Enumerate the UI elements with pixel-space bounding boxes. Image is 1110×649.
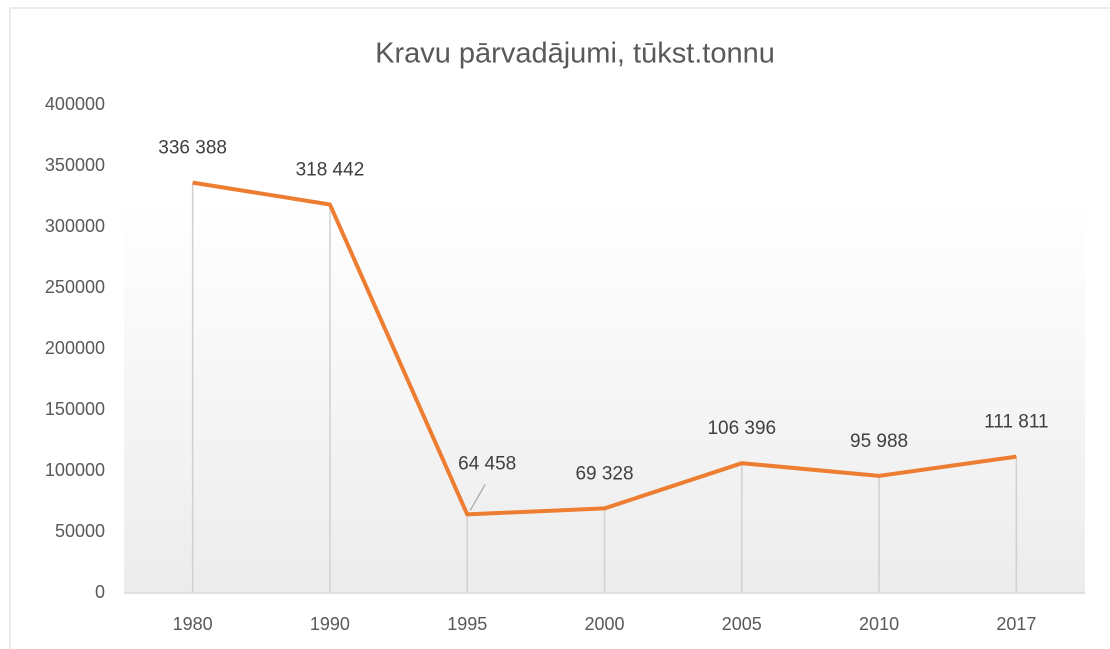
data-label: 69 328 [575, 463, 633, 484]
y-tick-label: 350000 [45, 155, 105, 175]
x-tick-label: 2005 [722, 614, 762, 634]
data-label: 64 458 [458, 453, 516, 474]
x-tick-label: 2010 [859, 614, 899, 634]
y-tick-label: 300000 [45, 216, 105, 236]
data-line [192, 180, 1017, 517]
x-tick-label: 1990 [310, 614, 350, 634]
x-tick-label: 1995 [447, 614, 487, 634]
data-label: 111 811 [984, 412, 1048, 433]
leader-line [469, 484, 486, 511]
chart-title: Kravu pārvadājumi, tūkst.tonnu [375, 38, 775, 70]
data-label: 336 388 [158, 138, 227, 159]
x-tick-label: 2017 [996, 614, 1036, 634]
data-label: 95 988 [850, 431, 908, 452]
y-tick-label: 50000 [55, 521, 105, 541]
y-tick-label: 0 [95, 582, 105, 602]
x-tick-label: 2000 [584, 614, 624, 634]
y-tick-label: 250000 [45, 277, 105, 297]
x-tick-label: 1980 [173, 614, 213, 634]
y-tick-label: 400000 [45, 94, 105, 114]
y-tick-label: 150000 [45, 399, 105, 419]
data-label: 106 396 [707, 418, 776, 439]
y-tick-label: 100000 [45, 460, 105, 480]
data-label: 318 442 [296, 160, 365, 181]
y-tick-label: 200000 [45, 338, 105, 358]
